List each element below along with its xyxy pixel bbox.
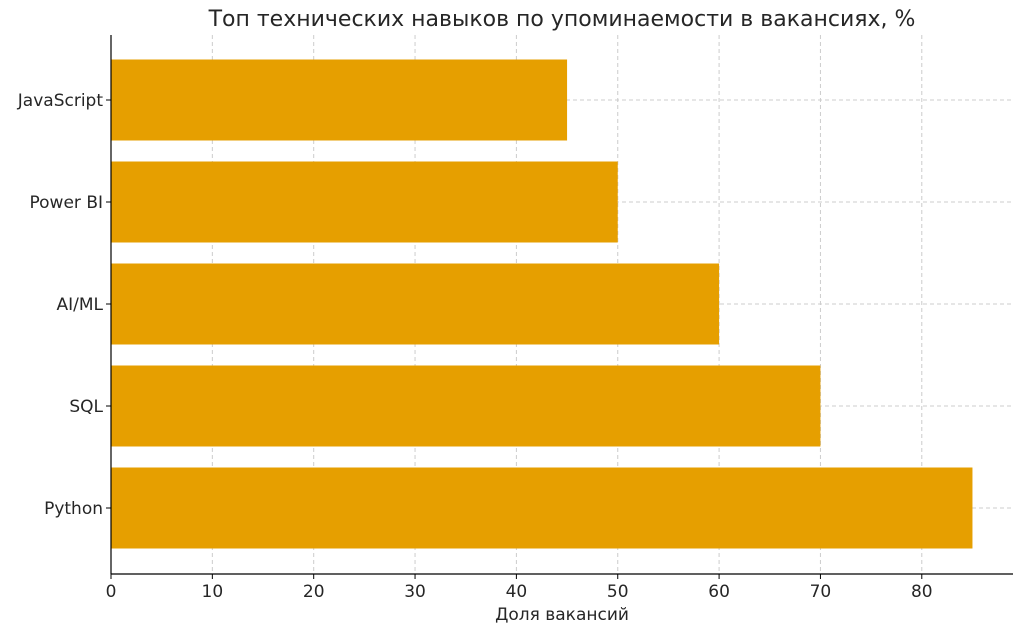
- y-ticks: Python SQL AI/ML Power BI JavaScript: [17, 91, 111, 519]
- x-tick-label: 80: [911, 582, 933, 602]
- x-tick-label: 30: [404, 582, 426, 602]
- y-tick-label: Python: [44, 499, 103, 519]
- x-tick-label: 0: [106, 582, 117, 602]
- x-ticks: 0 10 20 30 40 50 60 70 80: [106, 574, 933, 602]
- bar-ai-ml: [111, 263, 720, 345]
- bar-sql: [111, 365, 821, 447]
- x-tick-label: 10: [202, 582, 224, 602]
- x-axis-label: Доля вакансий: [495, 605, 629, 625]
- y-tick-label: AI/ML: [56, 295, 103, 315]
- x-tick-label: 20: [303, 582, 325, 602]
- bar-python: [111, 467, 973, 549]
- y-tick-label: Power BI: [30, 193, 103, 213]
- x-tick-label: 40: [506, 582, 528, 602]
- x-tick-label: 60: [708, 582, 730, 602]
- y-tick-label: JavaScript: [17, 91, 104, 111]
- bars: [111, 59, 973, 549]
- bar-javascript: [111, 59, 568, 141]
- x-tick-label: 70: [810, 582, 832, 602]
- y-tick-label: SQL: [69, 397, 103, 417]
- chart-title: Топ технических навыков по упоминаемости…: [208, 7, 916, 32]
- x-tick-label: 50: [607, 582, 629, 602]
- bar-power-bi: [111, 161, 618, 243]
